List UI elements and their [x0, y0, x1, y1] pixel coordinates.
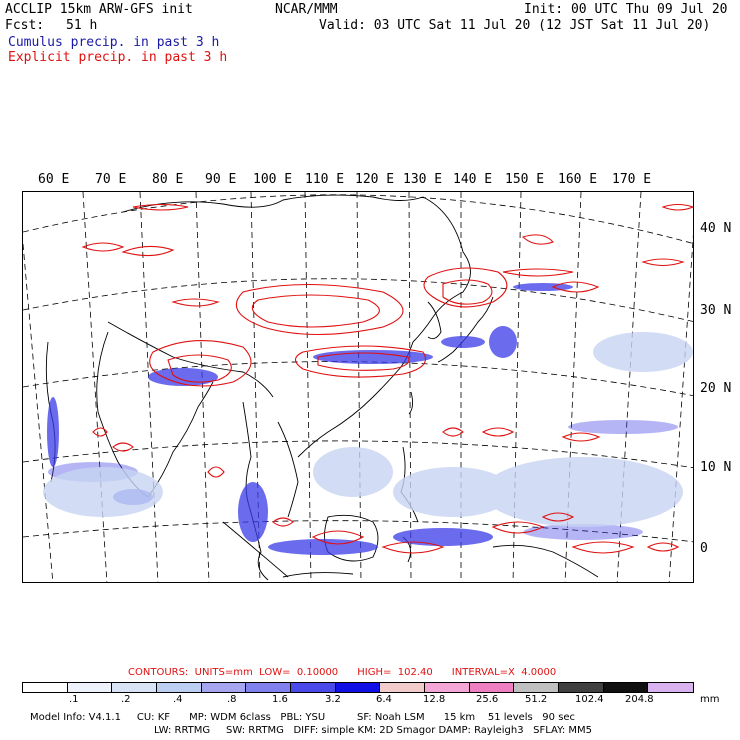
colorbar-bin	[246, 683, 292, 692]
colorbar-bin	[201, 683, 247, 692]
colorbar-bin	[559, 683, 604, 692]
precip-map	[22, 191, 694, 583]
init-time: Init: 00 UTC Thu 09 Jul 20	[524, 2, 728, 17]
lon-label: 60 E	[38, 172, 70, 187]
precip-colorbar	[22, 682, 694, 693]
explicit-legend-text: Explicit precip. in past 3 h	[8, 50, 228, 65]
contours-low: LOW= 0.10000	[259, 667, 339, 678]
org-label: NCAR/MMM	[275, 2, 338, 17]
contours-label: CONTOURS:	[128, 667, 189, 678]
lon-label: 100 E	[253, 172, 293, 187]
valid-time: Valid: 03 UTC Sat 11 Jul 20 (12 JST Sat …	[319, 18, 711, 33]
lat-label: 40 N	[700, 221, 732, 236]
colorbar-bin	[67, 683, 113, 692]
colorbar-tick: 25.6	[476, 694, 499, 705]
model-info-line2: LW: RRTMG SW: RRTMG DIFF: simple KM: 2D …	[154, 725, 593, 736]
colorbar-bin	[23, 683, 68, 692]
colorbar-bin	[514, 683, 560, 692]
colorbar-bin	[157, 683, 202, 692]
lon-label: 120 E	[355, 172, 395, 187]
lon-label: 110 E	[305, 172, 345, 187]
contours-interval: INTERVAL=X 4.0000	[451, 667, 557, 678]
model-info-line1: Model Info: V4.1.1 CU: KF MP: WDM 6class…	[30, 712, 576, 723]
lat-label: 0	[700, 541, 708, 556]
colorbar-bin	[648, 683, 694, 692]
colorbar-unit: mm	[700, 694, 720, 705]
graticule	[23, 192, 693, 582]
forecast-hour: 51 h	[66, 18, 98, 33]
colorbar-bin	[335, 683, 381, 692]
colorbar-tick: 12.8	[423, 694, 446, 705]
colorbar-tick: 1.6	[272, 694, 288, 705]
colorbar-tick: 102.4	[575, 694, 604, 705]
colorbar-bin	[425, 683, 470, 692]
lon-label: 90 E	[205, 172, 237, 187]
colorbar-tick: 6.4	[376, 694, 392, 705]
light-precip	[43, 332, 693, 527]
colorbar-bin	[291, 683, 336, 692]
colorbar-tick: 51.2	[525, 694, 548, 705]
colorbar-bin	[603, 683, 649, 692]
colorbar-tick: .2	[121, 694, 131, 705]
colorbar-tick: 204.8	[625, 694, 654, 705]
lat-label: 30 N	[700, 303, 732, 318]
lat-label: 10 N	[700, 460, 732, 475]
lon-label: 140 E	[453, 172, 493, 187]
colorbar-bin	[112, 683, 158, 692]
map-canvas	[23, 192, 693, 582]
explicit-precip-contours	[81, 203, 693, 554]
colorbar-tick: .8	[227, 694, 237, 705]
colorbar-bin	[469, 683, 515, 692]
contours-high: HIGH= 102.40	[357, 667, 433, 678]
lon-label: 70 E	[95, 172, 127, 187]
forecast-label: Fcst:	[5, 18, 45, 33]
colorbar-tick: .1	[69, 694, 79, 705]
lat-label: 20 N	[700, 381, 732, 396]
contours-units: UNITS=mm	[194, 667, 253, 678]
lon-label: 150 E	[505, 172, 545, 187]
lon-label: 160 E	[558, 172, 598, 187]
cumulus-legend-text: Cumulus precip. in past 3 h	[8, 35, 220, 50]
lon-label: 80 E	[152, 172, 184, 187]
lon-label: 170 E	[612, 172, 652, 187]
lon-label: 130 E	[403, 172, 443, 187]
colorbar-tick: .4	[173, 694, 183, 705]
colorbar-bin	[380, 683, 426, 692]
model-title: ACCLIP 15km ARW-GFS init	[5, 2, 193, 17]
contours-info: CONTOURS: UNITS=mm LOW= 0.10000 HIGH= 10…	[128, 667, 556, 678]
colorbar-tick: 3.2	[325, 694, 341, 705]
